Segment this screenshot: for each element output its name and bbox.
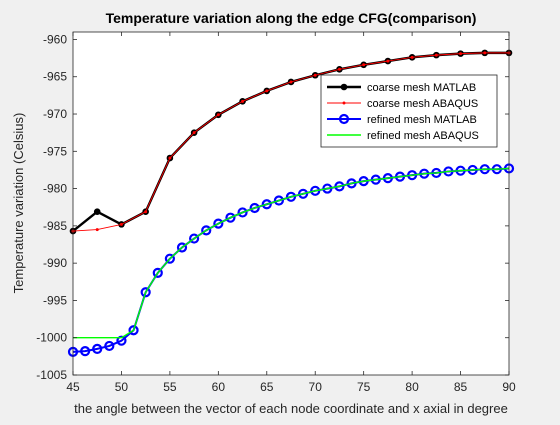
data-point <box>119 222 123 226</box>
x-axis-label: the angle between the vector of each nod… <box>74 401 508 416</box>
data-point <box>337 67 341 71</box>
legend-label: refined mesh MATLAB <box>367 114 477 126</box>
data-point <box>201 225 212 236</box>
data-point <box>189 233 200 244</box>
data-point <box>80 346 91 357</box>
x-tick-label: 70 <box>309 380 323 394</box>
x-tick-label: 50 <box>115 380 129 394</box>
plot-box <box>72 31 510 376</box>
data-point <box>261 199 272 210</box>
y-tick-label: -1005 <box>36 368 67 382</box>
data-point <box>176 242 188 253</box>
legend-item-coarse-mesh-abaqus: coarse mesh ABAQUS <box>327 98 478 110</box>
data-point <box>483 51 487 55</box>
data-point <box>104 340 115 352</box>
x-tick-label: 85 <box>454 380 468 394</box>
legend-label: coarse mesh ABAQUS <box>367 98 478 110</box>
data-point <box>249 202 260 214</box>
data-point <box>116 335 127 346</box>
data-point <box>93 208 101 216</box>
data-point <box>310 185 321 196</box>
x-tick-label: 80 <box>405 380 419 394</box>
data-point <box>241 99 245 103</box>
x-tick-label: 75 <box>357 380 371 394</box>
data-point <box>322 183 333 194</box>
data-point <box>285 191 297 202</box>
data-point <box>92 343 103 355</box>
y-tick-label: -995 <box>43 293 67 307</box>
legend-item-refined-mesh-matlab: refined mesh MATLAB <box>327 113 477 126</box>
x-tick-label: 65 <box>260 380 274 394</box>
data-point <box>273 195 284 206</box>
y-tick-label: -960 <box>43 32 67 46</box>
data-point <box>362 63 366 67</box>
data-point <box>289 80 293 84</box>
data-point <box>164 253 175 264</box>
chart-title: Temperature variation along the edge CFG… <box>106 10 477 26</box>
axis-layer: 45 50 55 60 65 70 75 80 85 90 -960 -965 -970 -975 -980… <box>36 32 516 394</box>
x-tick-label: 45 <box>66 380 80 394</box>
data-point <box>216 113 220 117</box>
data-point <box>410 55 414 59</box>
data-point <box>152 267 163 278</box>
data-point <box>298 188 309 199</box>
series-line <box>73 167 510 339</box>
legend: coarse mesh MATLAB coarse mesh ABAQUS refi… <box>320 74 498 148</box>
data-point <box>168 156 172 160</box>
legend-marker <box>340 83 348 91</box>
data-point <box>192 131 196 135</box>
x-tick-label: 55 <box>163 380 177 394</box>
y-tick-label: -990 <box>43 256 67 270</box>
legend-marker <box>342 101 346 105</box>
data-point <box>225 212 236 223</box>
data-point <box>334 181 345 192</box>
series-layer <box>67 49 515 357</box>
legend-marker <box>338 113 350 125</box>
y-tick-label: -965 <box>43 70 67 84</box>
y-tick-label: -1000 <box>36 331 67 345</box>
y-tick-label: -975 <box>43 144 67 158</box>
legend-item-refined-mesh-abaqus: refined mesh ABAQUS <box>327 130 479 142</box>
x-tick-label: 60 <box>212 380 226 394</box>
data-point <box>265 89 269 93</box>
series-coarse-mesh-abaqus <box>71 51 511 233</box>
data-point <box>140 287 151 298</box>
data-point <box>144 210 148 214</box>
x-tick-label: 90 <box>502 380 516 394</box>
data-point <box>128 325 139 336</box>
data-point <box>313 73 317 77</box>
data-point <box>434 53 438 57</box>
data-point <box>213 218 224 229</box>
y-axis-label: Temperature variation (Celsius) <box>11 113 26 294</box>
data-point <box>459 52 463 56</box>
legend-item-coarse-mesh-matlab: coarse mesh MATLAB <box>327 82 476 94</box>
y-tick-label: -980 <box>43 182 67 196</box>
y-tick-label: -970 <box>43 107 67 121</box>
legend-label: coarse mesh MATLAB <box>367 82 476 94</box>
data-point <box>386 59 390 63</box>
series-refined-mesh-abaqus <box>73 167 510 339</box>
data-point <box>95 228 99 232</box>
legend-label: refined mesh ABAQUS <box>367 130 479 142</box>
y-tick-label: -985 <box>43 219 67 233</box>
data-point <box>237 207 248 218</box>
data-point <box>346 178 357 189</box>
